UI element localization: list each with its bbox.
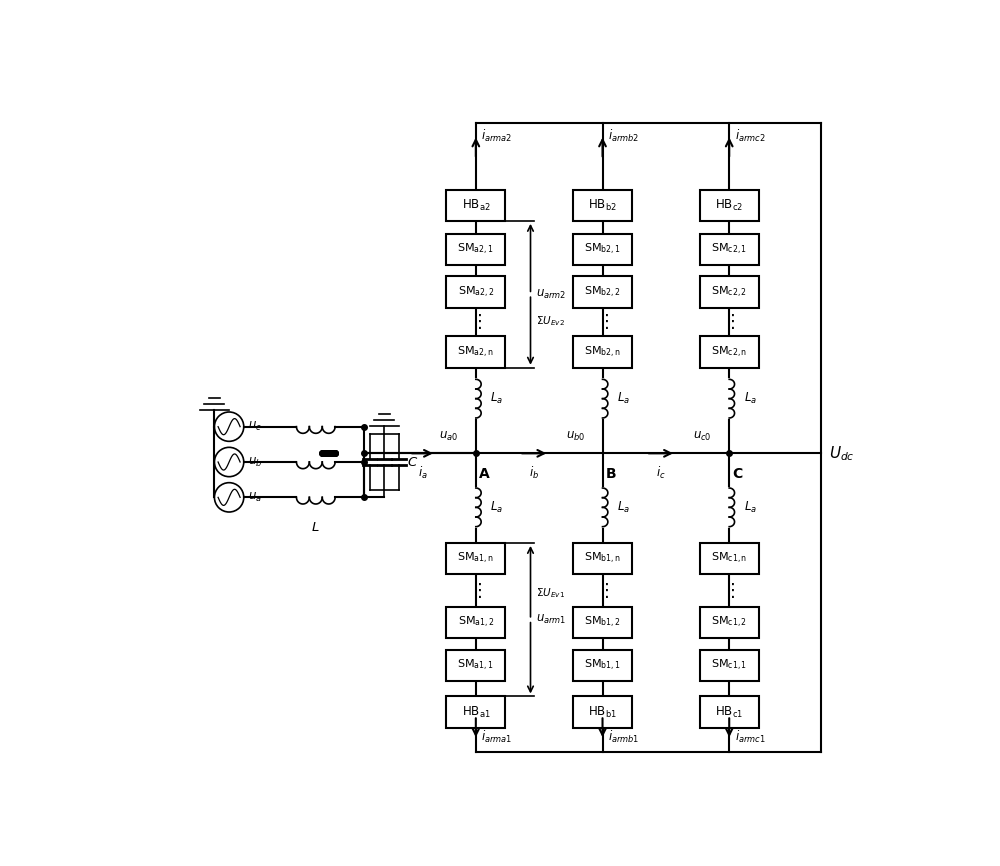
Text: $L_a$: $L_a$ [744,391,757,406]
Text: $i_{arma1}$: $i_{arma1}$ [481,729,512,746]
Text: $\mathrm{SM_{b1,n}}$: $\mathrm{SM_{b1,n}}$ [584,551,621,566]
Text: $i_a$: $i_a$ [418,465,427,481]
FancyBboxPatch shape [700,234,759,265]
FancyBboxPatch shape [573,336,632,368]
Text: $L_a$: $L_a$ [617,391,630,406]
FancyBboxPatch shape [700,650,759,681]
Text: $\mathrm{SM_{c1,2}}$: $\mathrm{SM_{c1,2}}$ [711,615,747,630]
Text: $\mathrm{SM_{b1,2}}$: $\mathrm{SM_{b1,2}}$ [584,615,621,630]
Text: $L$: $L$ [311,520,320,533]
FancyBboxPatch shape [700,190,759,221]
Text: $u_{arm2}$: $u_{arm2}$ [536,288,566,301]
FancyBboxPatch shape [446,650,505,681]
FancyBboxPatch shape [573,543,632,574]
Text: $\mathrm{HB_{c2}}$: $\mathrm{HB_{c2}}$ [715,197,743,213]
Text: $\mathrm{SM_{a1,2}}$: $\mathrm{SM_{a1,2}}$ [458,615,494,630]
Text: $\mathrm{SM_{b2,1}}$: $\mathrm{SM_{b2,1}}$ [584,242,621,257]
FancyBboxPatch shape [446,336,505,368]
Text: $\Sigma U_{Ev2}$: $\Sigma U_{Ev2}$ [536,314,565,328]
Text: $\mathrm{SM_{b1,1}}$: $\mathrm{SM_{b1,1}}$ [584,658,621,673]
Text: $\mathbf{A}$: $\mathbf{A}$ [478,467,491,481]
Text: $\mathrm{SM_{c1,n}}$: $\mathrm{SM_{c1,n}}$ [711,551,747,566]
Text: $\vdots$: $\vdots$ [470,581,482,600]
FancyBboxPatch shape [446,543,505,574]
FancyBboxPatch shape [700,607,759,638]
FancyBboxPatch shape [446,696,505,727]
Text: $L_a$: $L_a$ [744,500,757,515]
Text: $\mathrm{SM_{b2,n}}$: $\mathrm{SM_{b2,n}}$ [584,345,621,359]
FancyBboxPatch shape [573,190,632,221]
Text: $u_{c0}$: $u_{c0}$ [693,430,711,443]
FancyBboxPatch shape [573,696,632,727]
Text: $U_{dc}$: $U_{dc}$ [829,444,855,462]
Text: $\mathrm{SM_{c2,n}}$: $\mathrm{SM_{c2,n}}$ [711,345,747,359]
Text: $i_c$: $i_c$ [656,465,666,481]
Text: $C$: $C$ [407,456,418,469]
Text: $\mathrm{SM_{a2,2}}$: $\mathrm{SM_{a2,2}}$ [458,284,494,300]
FancyBboxPatch shape [573,276,632,307]
FancyBboxPatch shape [573,607,632,638]
Text: $\mathrm{SM_{a2,n}}$: $\mathrm{SM_{a2,n}}$ [457,345,494,359]
Text: $\mathrm{SM_{c2,2}}$: $\mathrm{SM_{c2,2}}$ [711,284,747,300]
Text: $\mathrm{HB_{a1}}$: $\mathrm{HB_{a1}}$ [462,705,490,720]
Text: $u_b$: $u_b$ [248,456,262,469]
FancyBboxPatch shape [573,234,632,265]
FancyBboxPatch shape [446,234,505,265]
FancyBboxPatch shape [446,276,505,307]
Text: $\vdots$: $\vdots$ [723,313,735,332]
FancyBboxPatch shape [700,543,759,574]
Text: $i_{armb1}$: $i_{armb1}$ [608,729,639,746]
Text: $u_a$: $u_a$ [248,491,262,504]
Text: $\mathrm{SM_{a1,n}}$: $\mathrm{SM_{a1,n}}$ [457,551,494,566]
Text: $\Sigma U_{Ev1}$: $\Sigma U_{Ev1}$ [536,586,565,600]
Text: $\mathrm{SM_{c2,1}}$: $\mathrm{SM_{c2,1}}$ [711,242,747,257]
Text: $\mathrm{HB_{b1}}$: $\mathrm{HB_{b1}}$ [588,705,617,720]
FancyBboxPatch shape [700,696,759,727]
FancyBboxPatch shape [446,607,505,638]
Text: $L_a$: $L_a$ [490,391,504,406]
FancyBboxPatch shape [700,336,759,368]
Text: $u_{a0}$: $u_{a0}$ [439,430,458,443]
FancyBboxPatch shape [446,190,505,221]
Text: $\mathrm{SM_{a1,1}}$: $\mathrm{SM_{a1,1}}$ [457,658,494,673]
Text: $\mathrm{SM_{c1,1}}$: $\mathrm{SM_{c1,1}}$ [711,658,747,673]
Text: $i_{armc2}$: $i_{armc2}$ [735,128,765,144]
Text: $L_a$: $L_a$ [490,500,504,515]
Text: $u_{b0}$: $u_{b0}$ [566,430,585,443]
Text: $L_a$: $L_a$ [617,500,630,515]
Text: $i_{armc1}$: $i_{armc1}$ [735,729,765,746]
FancyBboxPatch shape [700,276,759,307]
Text: $u_{arm1}$: $u_{arm1}$ [536,613,566,626]
Text: $\vdots$: $\vdots$ [470,313,482,332]
Text: $\mathrm{HB_{a2}}$: $\mathrm{HB_{a2}}$ [462,197,490,213]
Text: $i_{armb2}$: $i_{armb2}$ [608,128,639,144]
Text: $\mathrm{SM_{b2,2}}$: $\mathrm{SM_{b2,2}}$ [584,284,621,300]
Text: $u_c$: $u_c$ [248,420,262,433]
Text: $i_{arma2}$: $i_{arma2}$ [481,128,512,144]
Text: $\vdots$: $\vdots$ [723,581,735,600]
Text: $\vdots$: $\vdots$ [597,581,608,600]
Text: $\mathrm{HB_{c1}}$: $\mathrm{HB_{c1}}$ [715,705,743,720]
FancyBboxPatch shape [573,650,632,681]
Text: $\vdots$: $\vdots$ [597,313,608,332]
Text: $\mathrm{HB_{b2}}$: $\mathrm{HB_{b2}}$ [588,197,617,213]
Text: $\mathbf{B}$: $\mathbf{B}$ [605,467,617,481]
Text: $\mathrm{SM_{a2,1}}$: $\mathrm{SM_{a2,1}}$ [457,242,494,257]
Text: $\mathbf{C}$: $\mathbf{C}$ [732,467,743,481]
Text: $i_b$: $i_b$ [529,465,539,481]
